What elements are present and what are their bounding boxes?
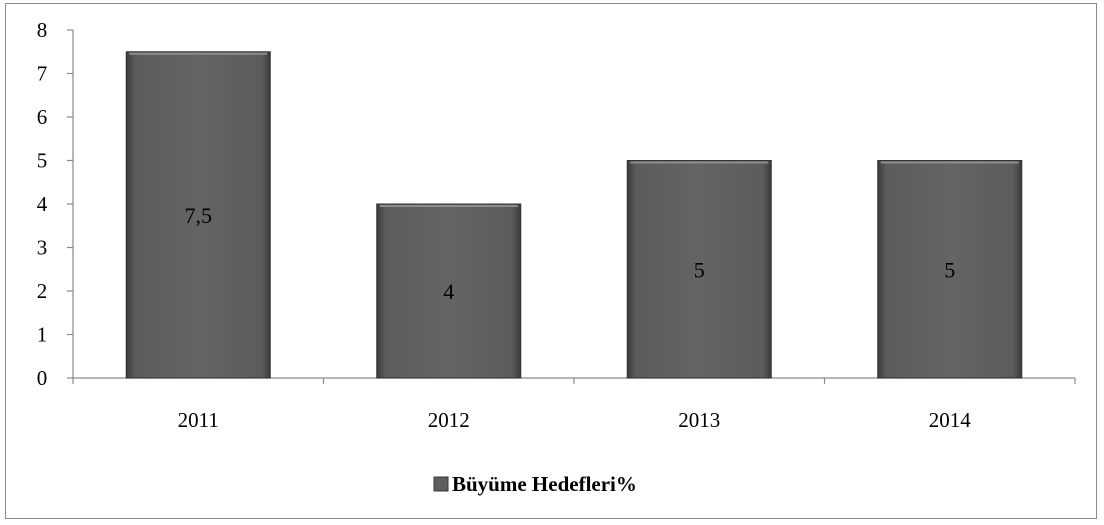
- bar-2014: [877, 160, 1023, 379]
- y-tick-label: 2: [37, 279, 48, 303]
- y-tick-label: 7: [37, 62, 48, 86]
- x-tick-label: 2013: [678, 408, 720, 432]
- bars: [125, 51, 1023, 379]
- y-tick-label: 3: [37, 236, 48, 260]
- y-tick-label: 4: [37, 192, 48, 216]
- legend: Büyüme Hedefleri%: [433, 472, 637, 496]
- x-tick-label: 2011: [178, 408, 219, 432]
- bar-2011: [125, 51, 271, 379]
- x-axis: 2011 2012 2013 2014: [72, 377, 1076, 432]
- bar-2013: [626, 160, 772, 379]
- bar-2012: [376, 203, 522, 379]
- legend-label: Büyüme Hedefleri%: [452, 472, 637, 496]
- data-label-2012: 4: [443, 279, 454, 304]
- y-tick-label: 0: [37, 366, 48, 390]
- y-tick-label: 8: [37, 18, 48, 42]
- data-label-2013: 5: [694, 257, 705, 282]
- data-label-2014: 5: [944, 257, 955, 282]
- legend-swatch: [433, 476, 449, 492]
- y-tick-label: 6: [37, 105, 48, 129]
- y-tick-label: 1: [37, 323, 48, 347]
- data-label-2011: 7,5: [185, 203, 213, 228]
- x-tick-label: 2014: [929, 408, 972, 432]
- x-tick-label: 2012: [428, 408, 470, 432]
- y-tick-label: 5: [37, 149, 48, 173]
- y-axis: 0 1 2 3 4 5 6 7 8: [37, 18, 74, 390]
- data-labels: 7,5 4 5 5: [185, 203, 956, 304]
